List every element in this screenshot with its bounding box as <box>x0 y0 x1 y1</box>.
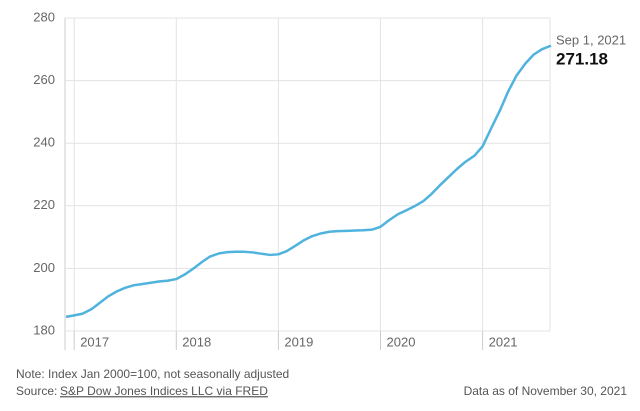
y-tick-label: 280 <box>33 9 55 24</box>
y-tick-label: 220 <box>33 197 55 212</box>
data-as-of: Data as of November 30, 2021 <box>464 384 628 398</box>
line <box>65 44 552 319</box>
y-tick-label: 260 <box>33 72 55 87</box>
source-label: Source: <box>16 384 57 398</box>
x-tick-label: 2020 <box>387 334 416 349</box>
x-tick-label: 2018 <box>182 334 211 349</box>
source-link[interactable]: S&P Dow Jones Indices LLC via FRED <box>60 384 268 398</box>
x-tick-label: 2021 <box>489 334 518 349</box>
y-tick-label: 200 <box>33 260 55 275</box>
note: Note: Index Jan 2000=100, not seasonally… <box>16 367 289 381</box>
x-tick-label: 2017 <box>80 334 109 349</box>
x-tick-label: 2019 <box>284 334 313 349</box>
y-tick-label: 180 <box>33 322 55 337</box>
end-value-label: 271.18 <box>556 49 608 68</box>
annotation-date: Sep 1, 2021 <box>556 32 626 47</box>
y-tick-label: 240 <box>33 135 55 150</box>
